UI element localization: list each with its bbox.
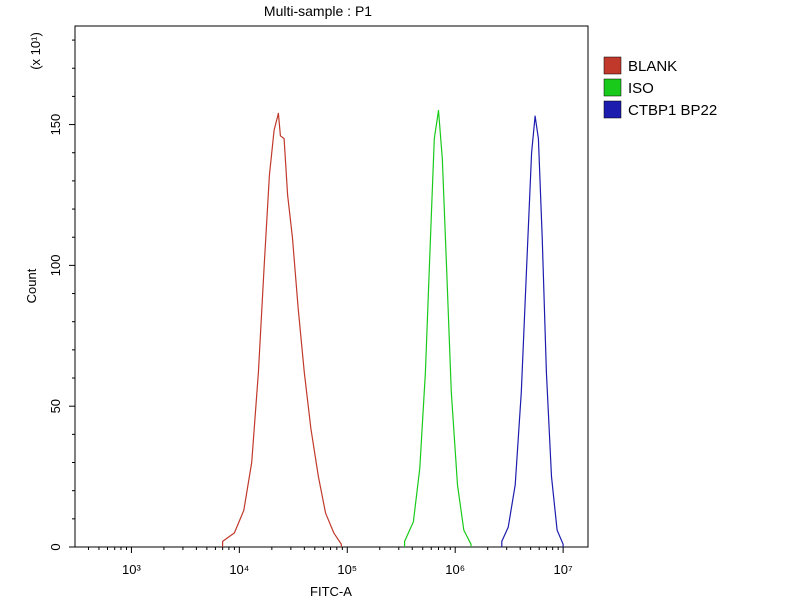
legend-label-iso: ISO bbox=[628, 80, 654, 97]
x-tick-label: 10⁵ bbox=[337, 562, 357, 577]
series-curve-ctbp1-bp22 bbox=[501, 115, 564, 547]
chart-title: Multi-sample : P1 bbox=[264, 3, 372, 19]
y-tick-label: 100 bbox=[48, 255, 63, 277]
y-tick-label: 0 bbox=[48, 543, 63, 550]
chart-legend: BLANK ISO CTBP1 BP22 bbox=[603, 56, 717, 119]
series-curve-blank bbox=[222, 112, 342, 547]
y-tick-label: 50 bbox=[48, 399, 63, 413]
legend-label-blank: BLANK bbox=[628, 58, 677, 75]
x-tick-label: 10⁴ bbox=[229, 562, 249, 577]
x-axis-label: FITC-A bbox=[310, 584, 352, 599]
x-tick-label: 10⁶ bbox=[445, 562, 465, 577]
y-tick-label: 150 bbox=[48, 114, 63, 136]
x-tick-label: 10³ bbox=[122, 562, 141, 577]
y-multiplier-label: (x 10¹) bbox=[28, 32, 43, 70]
x-tick-label: 10⁷ bbox=[554, 562, 573, 577]
y-axis-label: Count bbox=[24, 268, 39, 303]
legend-swatch-ctbp1-bp22 bbox=[603, 100, 622, 119]
legend-swatch-iso bbox=[603, 78, 622, 97]
series-curve-iso bbox=[404, 109, 472, 547]
plot-frame bbox=[74, 25, 589, 548]
legend-swatch-blank bbox=[603, 56, 622, 75]
legend-label-ctbp1-bp22: CTBP1 BP22 bbox=[628, 102, 717, 119]
